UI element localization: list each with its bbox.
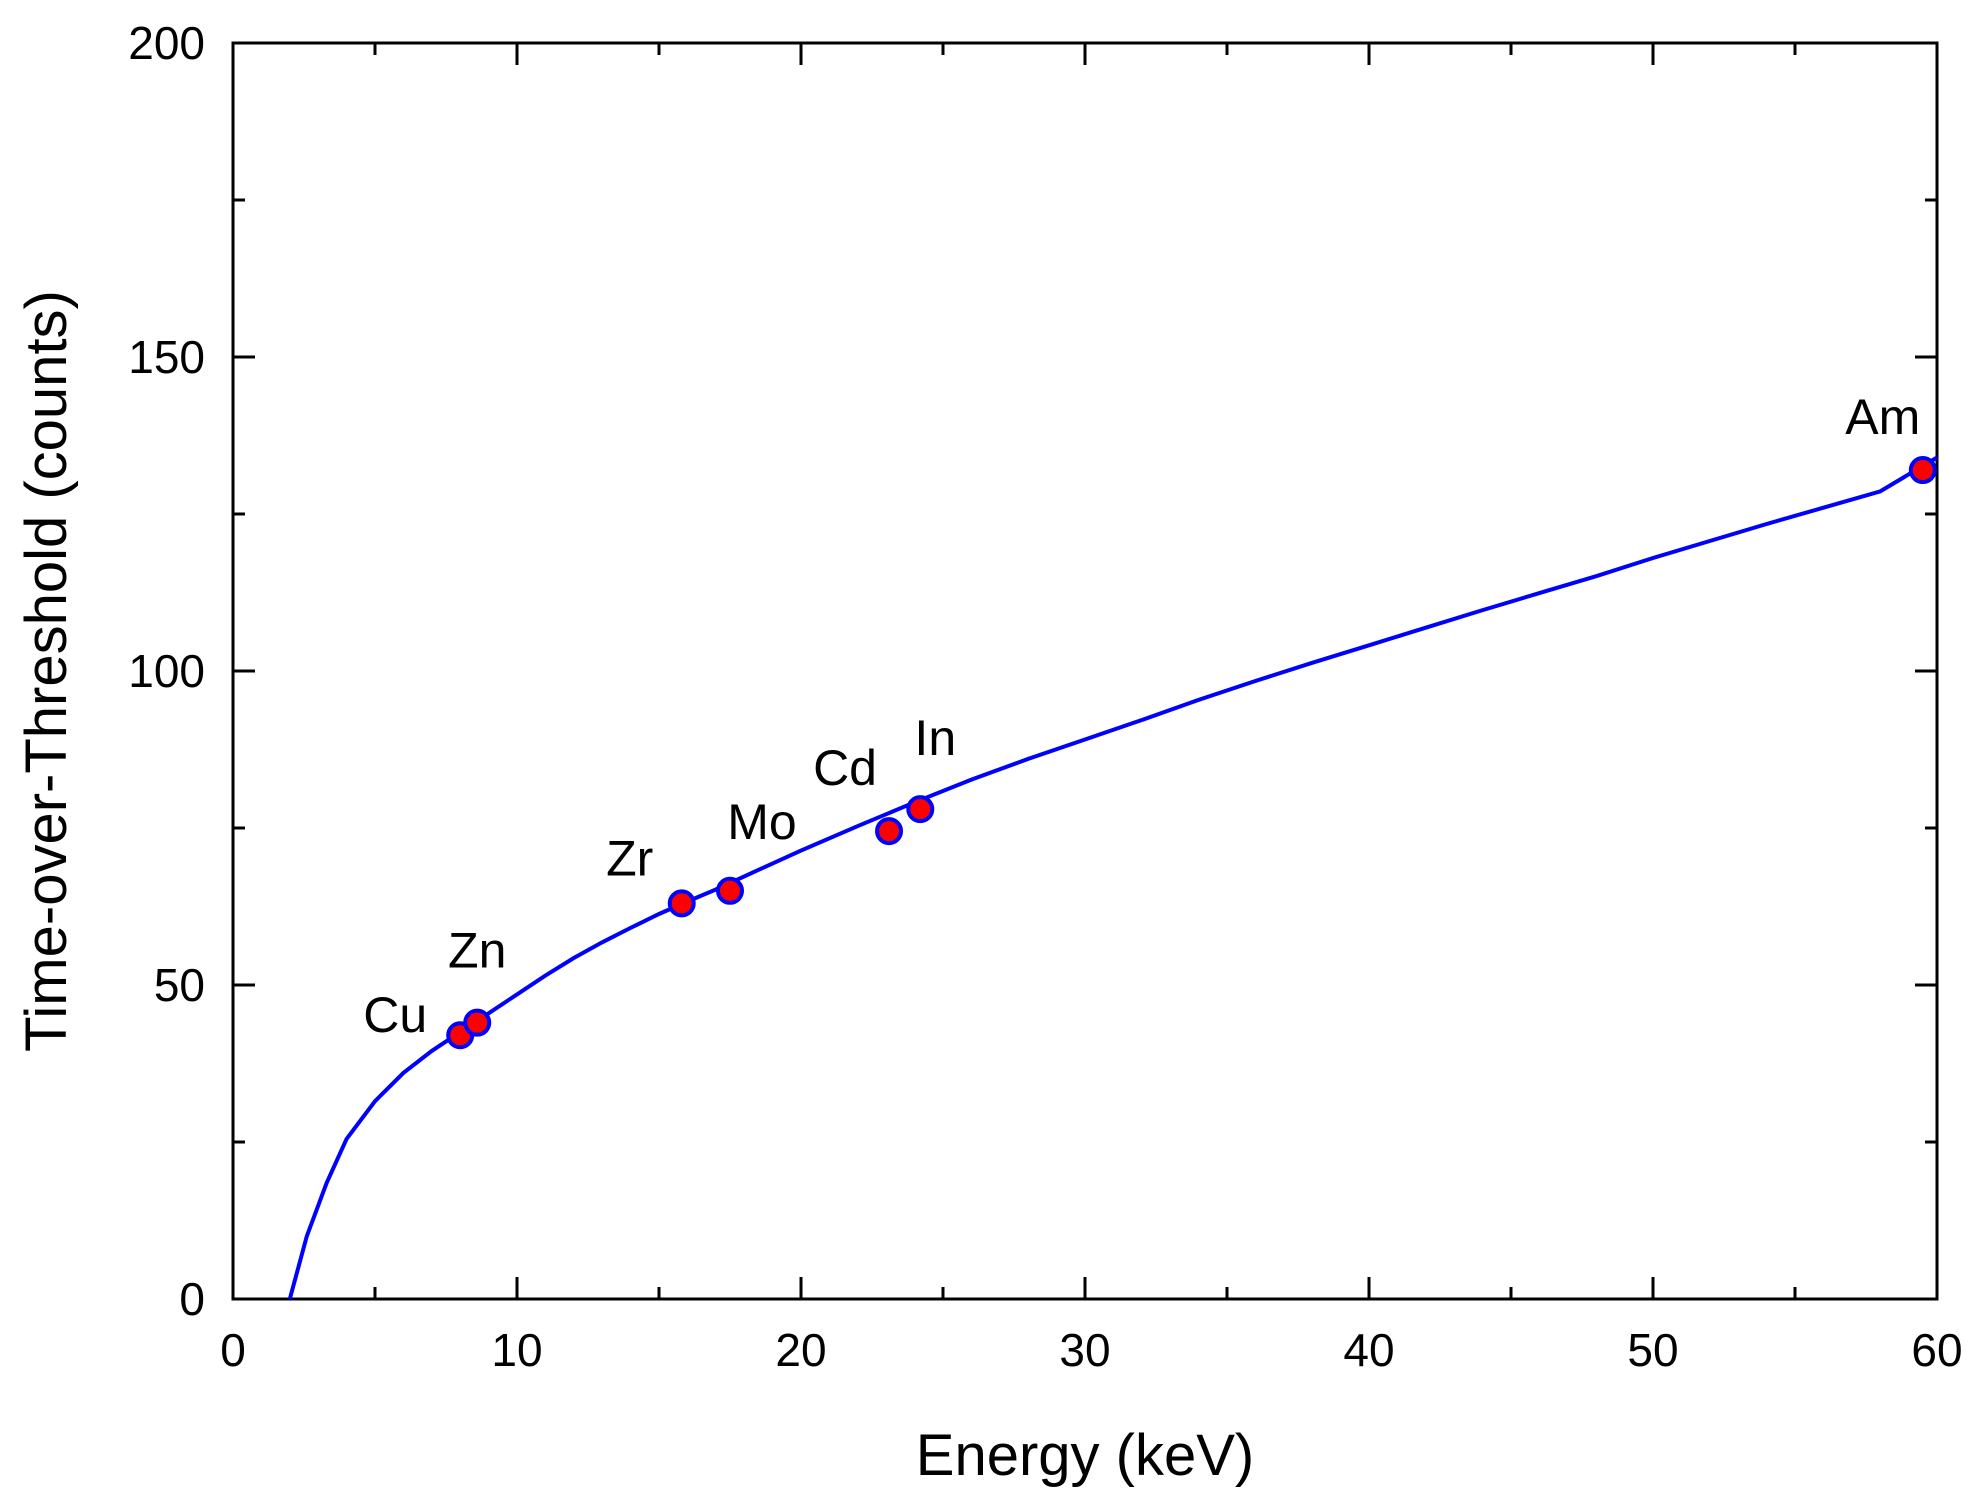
y-tick-label: 50: [154, 959, 205, 1011]
tick-labels: 0 10 20 30 40 50 60 0 50 100 150 200: [128, 17, 1962, 1376]
point-label-in: In: [914, 710, 956, 766]
data-point-cd: [875, 817, 904, 846]
point-label-mo: Mo: [727, 794, 796, 850]
y-tick-label: 150: [128, 331, 205, 383]
point-label-zr: Zr: [606, 830, 653, 886]
x-axis-title: Energy (keV): [916, 1423, 1254, 1488]
plot-frame: [231, 41, 1939, 1301]
point-label-zn: Zn: [448, 923, 506, 979]
data-point-am: [1908, 456, 1937, 485]
point-annotations: Cu Zn Zr Mo Cd In Am: [363, 389, 1920, 1043]
axis-ticks: [231, 41, 1939, 1301]
x-tick-label: 40: [1343, 1324, 1394, 1376]
point-label-cu: Cu: [363, 987, 427, 1043]
x-tick-label: 0: [220, 1324, 246, 1376]
data-point-in: [906, 795, 935, 824]
x-tick-label: 30: [1059, 1324, 1110, 1376]
x-tick-label: 50: [1627, 1324, 1678, 1376]
x-tick-label: 10: [491, 1324, 542, 1376]
y-tick-label: 0: [179, 1273, 205, 1325]
y-tick-label: 200: [128, 17, 205, 69]
data-points: [446, 456, 1937, 1050]
x-tick-label: 60: [1911, 1324, 1962, 1376]
point-label-am: Am: [1845, 389, 1920, 445]
x-tick-label: 20: [775, 1324, 826, 1376]
point-label-cd: Cd: [813, 740, 877, 796]
data-point-zn: [463, 1008, 492, 1037]
y-axis-title: Time-over-Threshold (counts): [14, 290, 79, 1052]
y-tick-label: 100: [128, 645, 205, 697]
data-point-mo: [716, 876, 744, 905]
data-point-zr: [667, 889, 696, 918]
fit-curve: [287, 455, 1939, 1300]
